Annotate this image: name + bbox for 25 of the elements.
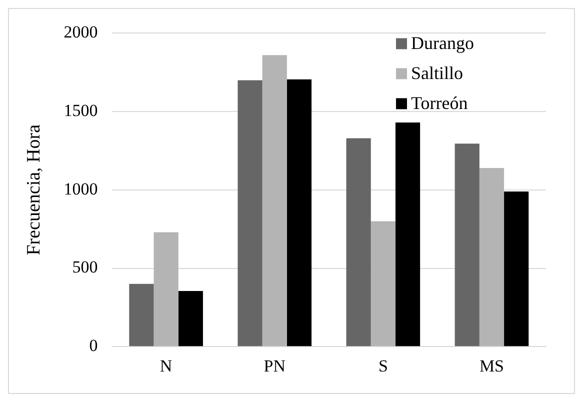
y-tick-label: 1000 [64,179,98,198]
bar [395,122,420,346]
bar [504,191,529,346]
x-tick-label: N [160,356,172,376]
bar [178,290,203,346]
bar [370,221,396,346]
bar [454,144,480,346]
legend-label: Saltillo [411,62,464,83]
y-axis-title: Frecuencia, Hora [23,124,44,256]
bar [479,168,504,346]
y-tick-label: 0 [89,336,98,356]
y-tick-label: 500 [72,258,98,277]
bar [346,138,371,346]
x-tick-label: PN [264,356,286,376]
x-tick-label: MS [479,356,504,376]
legend-label: Durango [411,32,474,53]
bar [286,79,312,346]
bar [238,80,262,346]
y-tick-label: 2000 [64,22,98,42]
legend-label: Torreón [411,92,468,113]
bar [154,232,178,346]
x-tick-label: S [378,356,388,376]
y-tick-label: 1500 [64,101,98,120]
bar [129,284,154,346]
bar [262,55,287,346]
